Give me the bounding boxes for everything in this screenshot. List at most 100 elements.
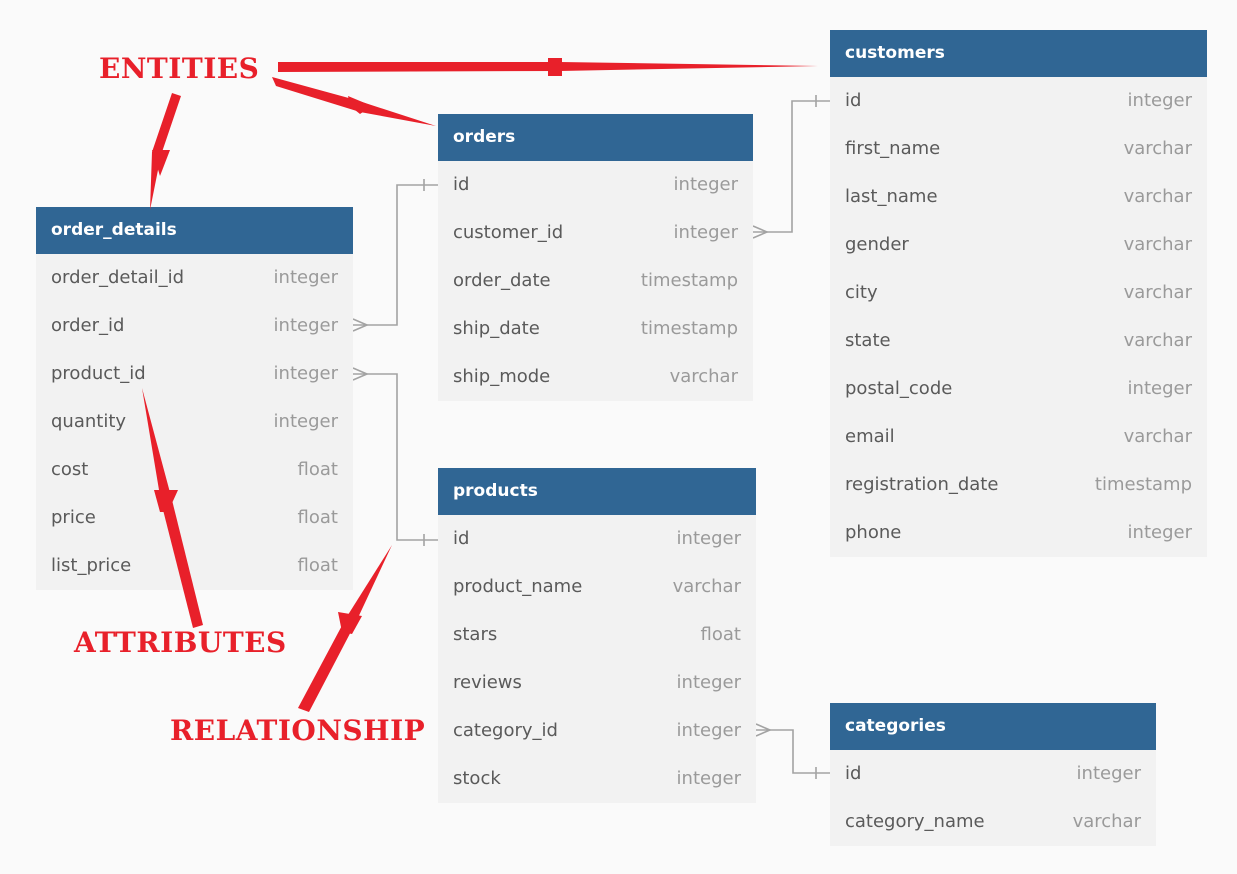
attribute-row: quantity integer (36, 398, 353, 446)
attribute-type: varchar (1072, 811, 1141, 832)
entity-header: products (438, 468, 756, 515)
attribute-type: integer (673, 174, 738, 195)
arrow-entities-customers (278, 62, 818, 72)
attribute-list: id integer category_name varchar (830, 750, 1156, 846)
attribute-name: stars (453, 624, 498, 645)
attribute-row: stock integer (438, 755, 756, 803)
attribute-name: product_name (453, 576, 583, 597)
attribute-name: id (845, 90, 862, 111)
attribute-type: integer (1076, 763, 1141, 784)
attribute-name: city (845, 282, 878, 303)
attribute-type: integer (273, 267, 338, 288)
entities-label: ENTITIES (99, 52, 260, 85)
attribute-row: id integer (438, 515, 756, 563)
attribute-row: ship_mode varchar (438, 353, 753, 401)
attribute-row: list_price float (36, 542, 353, 590)
attribute-type: integer (676, 672, 741, 693)
rel-order-details-orders (353, 184, 438, 326)
entity-orders[interactable]: orders id integer customer_id integer order_… (438, 114, 753, 401)
attribute-name: first_name (845, 138, 941, 159)
attribute-row: ship_date timestamp (438, 305, 753, 353)
rel-order-details-products (353, 373, 438, 541)
entity-header: orders (438, 114, 753, 161)
attribute-name: state (845, 330, 891, 351)
attribute-type: integer (676, 528, 741, 549)
attribute-row: city varchar (830, 269, 1207, 317)
attribute-name: reviews (453, 672, 522, 693)
attribute-type: varchar (1123, 138, 1192, 159)
attribute-row: state varchar (830, 317, 1207, 365)
entity-header: customers (830, 30, 1207, 77)
attribute-row: category_id integer (438, 707, 756, 755)
attribute-type: integer (273, 411, 338, 432)
attribute-row: last_name varchar (830, 173, 1207, 221)
attribute-row: order_detail_id integer (36, 254, 353, 302)
attribute-list: order_detail_id integer order_id integer pro… (36, 254, 353, 590)
attribute-row: order_date timestamp (438, 257, 753, 305)
attribute-type: integer (676, 720, 741, 741)
attribute-row: postal_code integer (830, 365, 1207, 413)
attribute-type: varchar (669, 366, 738, 387)
attribute-row: stars float (438, 611, 756, 659)
attribute-name: cost (51, 459, 89, 480)
attribute-row: id integer (830, 77, 1207, 125)
entity-customers[interactable]: customers id integer first_name varchar last… (830, 30, 1207, 557)
attribute-row: reviews integer (438, 659, 756, 707)
attribute-name: order_date (453, 270, 551, 291)
attribute-type: varchar (1123, 330, 1192, 351)
attribute-name: category_id (453, 720, 558, 741)
rel-orders-customers (753, 100, 830, 233)
attribute-name: price (51, 507, 96, 528)
attribute-name: email (845, 426, 895, 447)
attribute-type: integer (676, 768, 741, 789)
arrow-entities-order-details (150, 93, 181, 210)
attribute-type: float (700, 624, 741, 645)
entity-categories[interactable]: categories id integer category_name varchar (830, 703, 1156, 846)
attribute-name: product_id (51, 363, 146, 384)
attribute-type: integer (1127, 522, 1192, 543)
attribute-name: id (845, 763, 862, 784)
entity-order-details[interactable]: order_details order_detail_id integer orde… (36, 207, 353, 590)
attribute-row: customer_id integer (438, 209, 753, 257)
attribute-type: float (297, 555, 338, 576)
attribute-list: id integer customer_id integer order_date tim… (438, 161, 753, 401)
attribute-name: postal_code (845, 378, 953, 399)
attribute-name: order_detail_id (51, 267, 185, 288)
attribute-name: id (453, 174, 470, 195)
attribute-row: cost float (36, 446, 353, 494)
entity-products[interactable]: products id integer product_name varchar sta… (438, 468, 756, 803)
attribute-row: id integer (438, 161, 753, 209)
attribute-type: float (297, 459, 338, 480)
attribute-type: integer (273, 363, 338, 384)
attribute-type: float (297, 507, 338, 528)
attribute-row: id integer (830, 750, 1156, 798)
attribute-type: varchar (1123, 426, 1192, 447)
attribute-row: order_id integer (36, 302, 353, 350)
attribute-name: customer_id (453, 222, 564, 243)
attribute-name: quantity (51, 411, 127, 432)
arrow-entities-orders (272, 77, 436, 126)
attribute-row: gender varchar (830, 221, 1207, 269)
relationship-label: RELATIONSHIP (170, 714, 426, 747)
entity-header: order_details (36, 207, 353, 254)
attribute-type: integer (273, 315, 338, 336)
attribute-name: gender (845, 234, 909, 255)
attribute-row: price float (36, 494, 353, 542)
attribute-row: product_name varchar (438, 563, 756, 611)
attribute-row: phone integer (830, 509, 1207, 557)
attribute-name: stock (453, 768, 501, 789)
attribute-type: varchar (1123, 186, 1192, 207)
attribute-row: product_id integer (36, 350, 353, 398)
attribute-row: email varchar (830, 413, 1207, 461)
attribute-type: integer (1127, 90, 1192, 111)
attribute-type: timestamp (640, 270, 738, 291)
attribute-type: varchar (672, 576, 741, 597)
attribute-row: category_name varchar (830, 798, 1156, 846)
attribute-type: timestamp (1094, 474, 1192, 495)
entity-header: categories (830, 703, 1156, 750)
rel-products-categories (756, 729, 830, 774)
attribute-name: ship_mode (453, 366, 551, 387)
attributes-label: ATTRIBUTES (74, 626, 287, 659)
attribute-list: id integer first_name varchar last_name varch… (830, 77, 1207, 557)
attribute-name: category_name (845, 811, 985, 832)
